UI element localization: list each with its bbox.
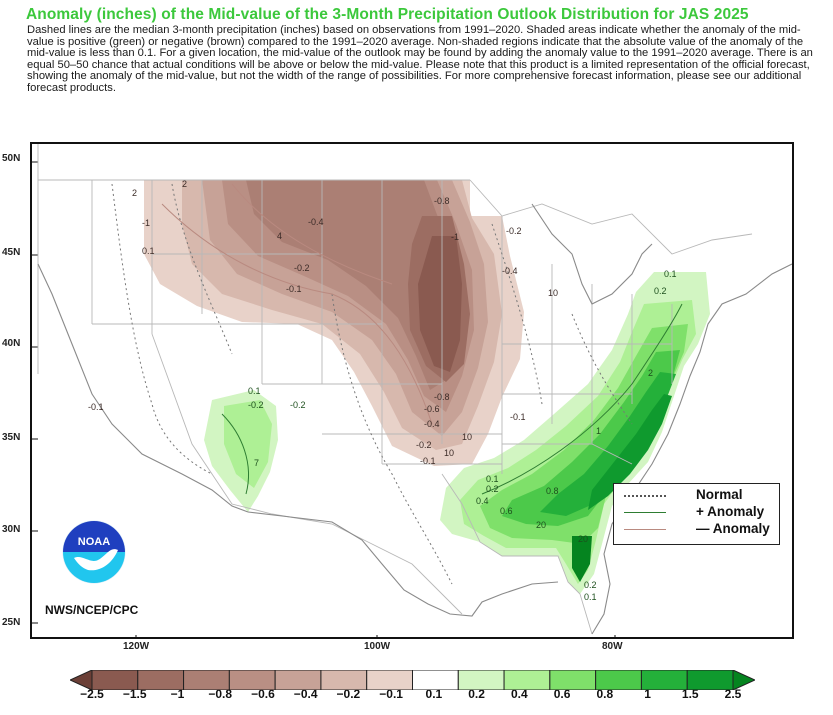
- contour-label: 0.2: [486, 484, 499, 494]
- contour-label: 7: [254, 458, 259, 468]
- contour-label: -0.2: [248, 400, 264, 410]
- contour-label: 2: [648, 368, 653, 378]
- coastline: [37, 203, 792, 635]
- colorbar-tick-label: −0.6: [251, 687, 275, 701]
- credit-text: NWS/NCEP/CPC: [45, 603, 139, 617]
- lon-label-100w: 100W: [364, 641, 391, 652]
- colorbar-tick-label: −0.8: [208, 687, 233, 701]
- contour-label: 10: [548, 288, 558, 298]
- contour-label: -0.8: [434, 392, 450, 402]
- contour-label: 0.8: [546, 486, 559, 496]
- contour-label: -0.4: [424, 419, 440, 429]
- colorbar-tick-label: 0.8: [596, 687, 614, 701]
- noaa-logo: NOAA: [62, 520, 126, 584]
- contour-label: 0.6: [500, 506, 513, 516]
- contour-legend: Normal + Anomaly — Anomaly: [613, 483, 780, 545]
- contour-label: -0.2: [416, 440, 432, 450]
- normal-line-swatch: [624, 495, 666, 497]
- colorbar-tick-label: −2.5: [80, 687, 104, 701]
- lat-label-50n: 50N: [2, 153, 21, 164]
- contour-label: 20: [536, 520, 546, 530]
- contour-label: 0.1: [664, 269, 677, 279]
- contour-label: -0.4: [308, 217, 324, 227]
- contour-label: -0.1: [286, 284, 302, 294]
- state-boundaries: [37, 144, 753, 635]
- minus-anomaly-contours: [161, 183, 433, 425]
- map-description: Dashed lines are the median 3-month prec…: [27, 24, 813, 94]
- lat-label-35n: 35N: [2, 432, 21, 443]
- color-scale-bar: [70, 670, 755, 690]
- legend-row-normal: Normal: [624, 487, 774, 503]
- legend-label-minus: — Anomaly: [696, 521, 770, 536]
- minus-line-swatch: [624, 529, 666, 530]
- contour-label: -0.4: [502, 266, 518, 276]
- legend-row-minus: — Anomaly: [624, 521, 774, 537]
- brown-contour-labels: 2 2 -1 0.1 -0.4 4 -0.2 -0.1 -0.8 -1 -0.8…: [88, 179, 558, 466]
- colorbar-tick-label: 0.1: [425, 687, 443, 701]
- lat-label-45n: 45N: [2, 247, 21, 258]
- colorbar-tick-label: −1.5: [122, 687, 147, 701]
- contour-label: -0.2: [290, 400, 306, 410]
- colorbar-tick-label: −0.4: [293, 687, 318, 701]
- contour-label: 0.1: [248, 386, 261, 396]
- contour-label: 0.1: [486, 474, 499, 484]
- contour-label: 0.1: [142, 246, 155, 256]
- contour-label: 2: [132, 188, 137, 198]
- legend-label-plus: + Anomaly: [696, 504, 765, 519]
- normal-contours: [111, 183, 633, 585]
- colorbar-tick-label: 1.5: [681, 687, 699, 701]
- us-precip-anomaly-map: 2 2 -1 0.1 -0.4 4 -0.2 -0.1 -0.8 -1 -0.8…: [32, 144, 792, 637]
- lon-label-80w: 80W: [602, 641, 623, 652]
- colorbar-tick-label: −0.1: [379, 687, 403, 701]
- contour-label: 10: [444, 448, 454, 458]
- contour-label: 0.2: [654, 286, 667, 296]
- contour-label: -1: [451, 232, 459, 242]
- contour-label: 20: [578, 534, 588, 544]
- contour-label: 4: [277, 231, 282, 241]
- contour-label: -0.6: [424, 404, 440, 414]
- contour-label: 1: [596, 426, 601, 436]
- contour-label: -0.1: [510, 412, 526, 422]
- colorbar-tick-label: 0.4: [510, 687, 528, 701]
- plus-line-swatch: [624, 512, 666, 513]
- map-title: Anomaly (inches) of the Mid-value of the…: [26, 6, 749, 23]
- colorbar-tick-label: −0.2: [336, 687, 361, 701]
- contour-label: -0.1: [420, 456, 436, 466]
- colorbar-tick-label: 0.2: [468, 687, 485, 701]
- contour-label: -0.1: [88, 402, 104, 412]
- colorbar-tick-label: 0.6: [553, 687, 571, 701]
- legend-row-plus: + Anomaly: [624, 504, 774, 520]
- plus-anomaly-contours: [221, 303, 683, 495]
- green-contour-labels: 0.1 -0.2 -0.2 7 0.1 0.2 0.1 0.2 0.4 0.6 …: [248, 269, 677, 602]
- colorbar-tick-label: −1: [170, 687, 185, 701]
- lat-label-25n: 25N: [2, 617, 21, 628]
- contour-label: -0.8: [434, 196, 450, 206]
- colorbar-cell: [732, 670, 755, 690]
- logo-text: NOAA: [78, 536, 110, 548]
- contour-label: -1: [142, 218, 150, 228]
- lat-label-40n: 40N: [2, 338, 21, 349]
- map-panel: 2 2 -1 0.1 -0.4 4 -0.2 -0.1 -0.8 -1 -0.8…: [30, 142, 794, 639]
- colorbar-tick-label: 2.5: [724, 687, 742, 701]
- wet-anomaly-southeast: [440, 272, 710, 594]
- legend-label-normal: Normal: [696, 487, 743, 502]
- contour-label: -0.2: [506, 226, 522, 236]
- contour-label: 0.2: [584, 580, 597, 590]
- lat-label-30n: 30N: [2, 524, 21, 535]
- contour-label: 2: [182, 179, 187, 189]
- contour-label: 0.4: [476, 496, 489, 506]
- wet-anomaly-southwest: [204, 390, 278, 512]
- contour-label: 0.1: [584, 592, 597, 602]
- contour-label: 10: [462, 432, 472, 442]
- lon-label-120w: 120W: [123, 641, 150, 652]
- contour-label: -0.2: [294, 263, 310, 273]
- colorbar-tick-label: 1: [644, 687, 651, 701]
- dry-anomaly-region: [144, 180, 524, 466]
